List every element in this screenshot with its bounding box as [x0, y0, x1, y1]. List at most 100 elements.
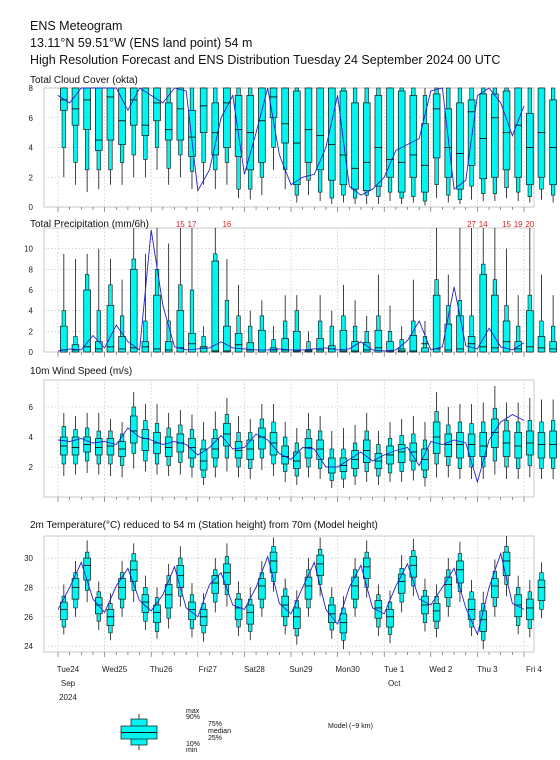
p25-p75-box: [153, 604, 161, 623]
p25-p75-box: [83, 289, 91, 353]
p25-p75-box: [246, 439, 254, 460]
box-2-16: [246, 310, 255, 353]
box-1-39: [514, 87, 522, 202]
hres-line: [57, 87, 525, 196]
box-2-29: [397, 326, 406, 353]
box-3-15: [234, 416, 243, 478]
p25-p75-box: [456, 315, 464, 353]
day-label: Tue24: [57, 665, 80, 674]
p25-p75-box: [537, 432, 546, 459]
p25-p75-box: [362, 342, 371, 353]
hres-line: [57, 551, 525, 636]
box-4-19: [281, 578, 289, 635]
p25-p75-box: [479, 432, 487, 457]
box-3-40: [526, 398, 534, 478]
box-2-21: [304, 331, 313, 353]
p25-p75-box: [164, 584, 173, 609]
p25-p75-box: [409, 335, 418, 353]
box-3-12: [199, 422, 208, 485]
p25-p75-box: [258, 87, 266, 163]
box-4-11: [188, 582, 196, 638]
box-3-13: [211, 411, 220, 478]
box-2-7: [141, 253, 150, 353]
box-2-33: [444, 274, 453, 353]
box-4-2: [83, 540, 91, 603]
box-1-35: [467, 87, 476, 200]
box-4-30: [409, 538, 418, 597]
box-3-36: [479, 402, 488, 479]
box-3-42: [549, 399, 557, 479]
p25-p75-box: [316, 87, 324, 171]
box-1-12: [199, 87, 208, 185]
day-label: Wed 2: [429, 665, 453, 674]
box-1-32: [432, 87, 441, 199]
p25-p75-box: [467, 433, 476, 457]
box-3-21: [304, 413, 313, 478]
box-3-9: [164, 413, 173, 476]
p25-p75-box: [491, 294, 499, 353]
legend-p10-label: 10%: [186, 741, 200, 748]
day-label: Mon30: [335, 665, 360, 674]
box-4-29: [397, 555, 406, 613]
p25-p75-box: [246, 342, 254, 353]
box-4-7: [141, 575, 150, 630]
p25-p75-box: [211, 260, 220, 353]
p25-p75-box: [444, 323, 453, 353]
box-4-40: [526, 580, 534, 638]
box-1-34: [456, 87, 464, 205]
box-2-38: [502, 248, 511, 353]
box-2-22: [316, 295, 324, 353]
box-1-42: [549, 87, 557, 203]
p25-p75-box: [83, 557, 91, 581]
box-3-1: [71, 416, 80, 475]
hres-line: [57, 230, 525, 352]
box-2-15: [234, 284, 243, 353]
panel-title: Total Precipitation (mm/6h): [30, 219, 149, 230]
p25-p75-box: [118, 87, 126, 145]
p25-p75-box: [549, 99, 557, 186]
box-4-4: [106, 593, 115, 641]
box-1-41: [537, 87, 546, 200]
p25-p75-box: [95, 87, 103, 151]
legend-p75-label: 75%: [208, 721, 222, 728]
p25-p75-box: [339, 457, 348, 472]
box-2-1: [71, 259, 80, 353]
box-1-19: [281, 87, 289, 190]
box-3-14: [223, 398, 231, 472]
box-4-9: [164, 563, 173, 629]
forecast-subtitle: High Resolution Forecast and ENS Distrib…: [30, 53, 501, 67]
box-1-31: [421, 88, 429, 206]
p25-p75-box: [362, 102, 371, 191]
panel-frame: [43, 535, 535, 653]
p25-p75-box: [351, 102, 359, 190]
p25-p75-box: [199, 87, 208, 133]
box-1-27: [374, 87, 383, 205]
p25-p75-box: [153, 87, 161, 122]
box-1-17: [258, 87, 266, 196]
p25-p75-box: [71, 87, 80, 126]
panel-title: 2m Temperature(°C) reduced to 54 m (Stat…: [30, 520, 378, 531]
y-tick-label: 2: [29, 463, 34, 472]
legend-max-label: max: [186, 708, 200, 715]
box-3-8: [153, 404, 161, 475]
box-4-0: [60, 584, 68, 635]
box-2-12: [199, 326, 208, 353]
box-2-13: [211, 228, 220, 353]
box-2-14: [223, 259, 231, 353]
p25-p75-box: [491, 93, 499, 178]
box-2-28: [386, 305, 394, 353]
p25-p75-box: [188, 438, 196, 459]
box-4-16: [246, 587, 255, 641]
box-3-4: [106, 419, 115, 476]
box-1-9: [164, 87, 173, 185]
p25-p75-box: [409, 95, 418, 178]
box-1-40: [526, 87, 534, 203]
box-4-35: [467, 580, 476, 636]
box-2-39: [514, 295, 522, 353]
y-tick-label: 26: [24, 613, 33, 622]
day-label: Fri27: [199, 665, 218, 674]
panel-3: [43, 379, 557, 502]
p25-p75-box: [258, 329, 266, 353]
box-3-2: [83, 413, 91, 473]
box-2-17: [258, 300, 266, 353]
